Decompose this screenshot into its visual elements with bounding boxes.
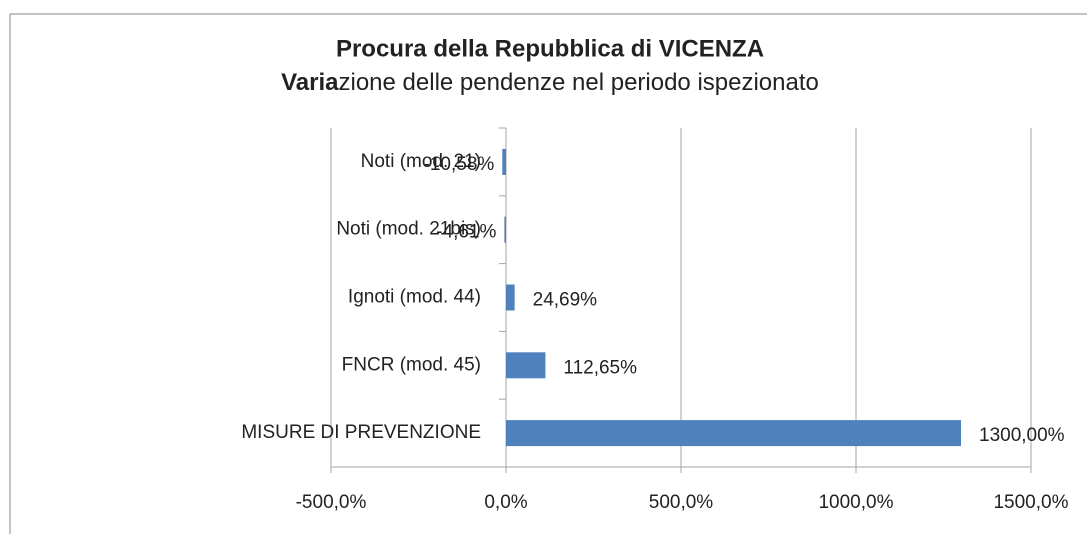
x-tick-label: -500,0%	[296, 492, 367, 513]
chart-title: Procura della Repubblica di VICENZA	[336, 35, 764, 62]
subtitle-bold: Varia	[281, 69, 339, 96]
bar	[506, 352, 546, 379]
subtitle-rest: zione delle pendenze nel periodo ispezio…	[339, 69, 819, 96]
chart-subtitle: Variazione delle pendenze nel periodo is…	[281, 69, 819, 96]
x-tick-label: 500,0%	[649, 492, 714, 513]
x-tick-label: 0,0%	[484, 492, 527, 513]
x-tick-label: 1500,0%	[993, 492, 1068, 513]
y-tick-label: FNCR (mod. 45)	[342, 354, 481, 375]
value-label: -10,58%	[424, 154, 495, 175]
chart-frame	[9, 13, 1087, 534]
bar	[506, 420, 961, 447]
y-tick-label: Ignoti (mod. 44)	[348, 287, 481, 308]
y-tick-label: Noti (mod. 21)	[361, 151, 481, 172]
value-label: 1300,00%	[979, 425, 1065, 446]
bar	[506, 284, 515, 311]
y-tick-label: MISURE DI PREVENZIONE	[241, 422, 481, 443]
y-tick-label: Noti (mod. 21bis)	[336, 219, 481, 240]
value-label: 112,65%	[563, 357, 637, 378]
bar	[502, 148, 506, 175]
value-label: -4,61%	[436, 222, 496, 243]
value-label: 24,69%	[533, 290, 598, 311]
x-tick-label: 1000,0%	[818, 492, 893, 513]
bar	[504, 216, 506, 243]
